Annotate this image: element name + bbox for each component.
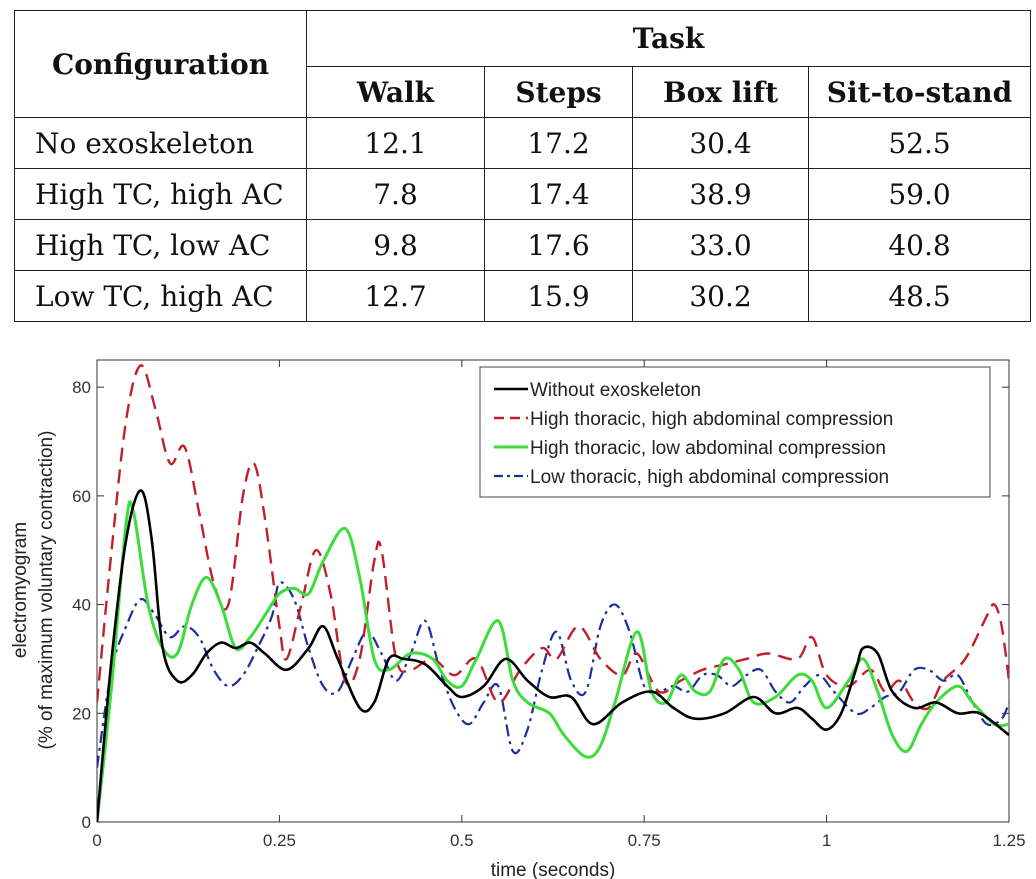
legend-label: Without exoskeleton [530, 380, 701, 401]
cell-sit-to-stand: 40.8 [807, 219, 1032, 271]
legend: Without exoskeleton High thoracic, high a… [479, 366, 991, 498]
configuration-header: Configuration [14, 10, 307, 118]
cell-sit-to-stand: 59.0 [807, 168, 1032, 220]
emg-line-chart: electromyogram (% of maximum voluntary c… [10, 359, 1026, 879]
legend-label: High thoracic, high abdominal compressio… [530, 409, 893, 430]
cell-box-lift: 30.2 [632, 270, 809, 322]
cell-steps: 17.6 [484, 219, 633, 271]
legend-label: High thoracic, low abdominal compression [530, 438, 886, 459]
row-config: High TC, low AC [14, 219, 307, 271]
cell-box-lift: 33.0 [632, 219, 809, 271]
task-column-steps: Steps [484, 66, 633, 118]
cell-box-lift: 30.4 [632, 117, 809, 169]
x-tick-label: 0.5 [450, 831, 474, 850]
cell-walk: 12.1 [306, 117, 485, 169]
results-table: Configuration Task Walk Steps Box lift S… [14, 10, 1032, 322]
task-column-walk: Walk [306, 66, 485, 118]
y-tick-label: 80 [72, 378, 91, 397]
row-config: High TC, high AC [14, 168, 307, 220]
x-tick-label: 1 [822, 831, 831, 850]
tick-labels: 0 0.25 0.5 0.75 1 1.25 0 20 40 60 80 [72, 378, 1025, 850]
cell-sit-to-stand: 52.5 [807, 117, 1032, 169]
y-tick-label: 60 [72, 487, 91, 506]
y-tick-label: 0 [82, 813, 91, 832]
cell-walk: 7.8 [306, 168, 485, 220]
x-tick-label: 0.75 [628, 831, 661, 850]
task-column-sit-to-stand: Sit-to-stand [807, 66, 1032, 118]
table-header-row: Configuration Task [14, 10, 1032, 118]
series-line-2 [97, 500, 1009, 822]
cell-steps: 17.4 [484, 168, 633, 220]
y-axis-label: electromyogram (% of maximum voluntary c… [10, 431, 57, 750]
x-tick-label: 0.25 [263, 831, 296, 850]
table-row: High TC, low AC 9.8 17.6 33.0 40.8 [14, 219, 1032, 271]
row-config: No exoskeleton [14, 117, 307, 169]
cell-walk: 9.8 [306, 219, 485, 271]
y-tick-label: 20 [72, 704, 91, 723]
cell-sit-to-stand: 48.5 [807, 270, 1032, 322]
cell-steps: 17.2 [484, 117, 633, 169]
task-column-box-lift: Box lift [632, 66, 809, 118]
table-row: High TC, high AC 7.8 17.4 38.9 59.0 [14, 168, 1032, 220]
cell-box-lift: 38.9 [632, 168, 809, 220]
y-tick-label: 40 [72, 596, 91, 615]
x-axis-label: time (seconds) [491, 860, 616, 879]
x-tick-label: 1.25 [992, 831, 1025, 850]
legend-box [479, 366, 991, 498]
table-row: Low TC, high AC 12.7 15.9 30.2 48.5 [14, 270, 1032, 322]
cell-steps: 15.9 [484, 270, 633, 322]
series-layer [97, 364, 1009, 822]
series-line-3 [97, 581, 1009, 768]
cell-walk: 12.7 [306, 270, 485, 322]
task-header: Task [305, 10, 1032, 67]
series-line-0 [97, 489, 1009, 822]
row-config: Low TC, high AC [14, 270, 307, 322]
y-axis-label-line1: electromyogram [10, 522, 31, 658]
x-tick-label: 0 [92, 831, 101, 850]
y-axis-label-line2: (% of maximum voluntary contraction) [36, 431, 57, 750]
table-row: No exoskeleton 12.1 17.2 30.4 52.5 [14, 117, 1032, 169]
legend-label: Low thoracic, high abdominal compression [530, 467, 889, 488]
